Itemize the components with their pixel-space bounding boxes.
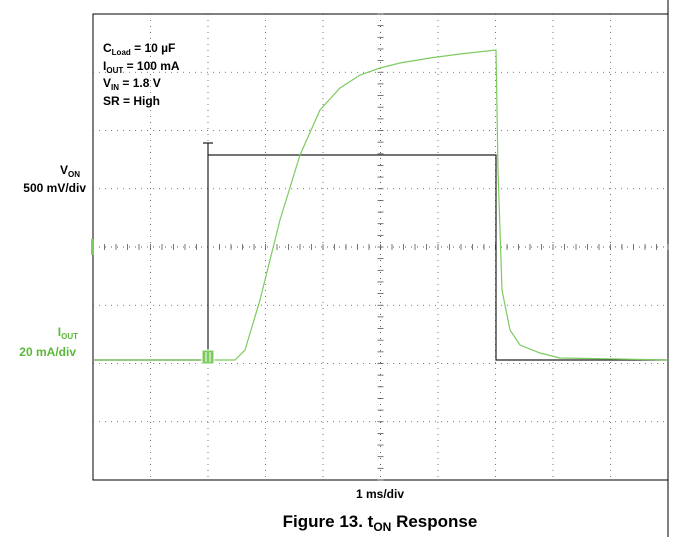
condition: CLoad = 10 µF [103,41,175,57]
iout-trace [93,49,669,361]
condition: IOUT = 100 mA [103,59,180,75]
grid [92,13,669,481]
trigger-marker [203,142,213,155]
condition: VIN = 1.8 V [103,76,161,92]
channel-label: VON [60,163,80,179]
x-scale: 1 ms/div [356,487,404,501]
caption: Figure 13. tON Response [283,512,478,534]
channel-scale: 500 mV/div [23,181,86,195]
condition: SR = High [103,94,160,108]
channel-marker [91,239,94,255]
channel-scale: 20 mA/div [19,345,76,359]
ground-marker [201,349,215,365]
channel-label: IOUT [58,325,78,341]
